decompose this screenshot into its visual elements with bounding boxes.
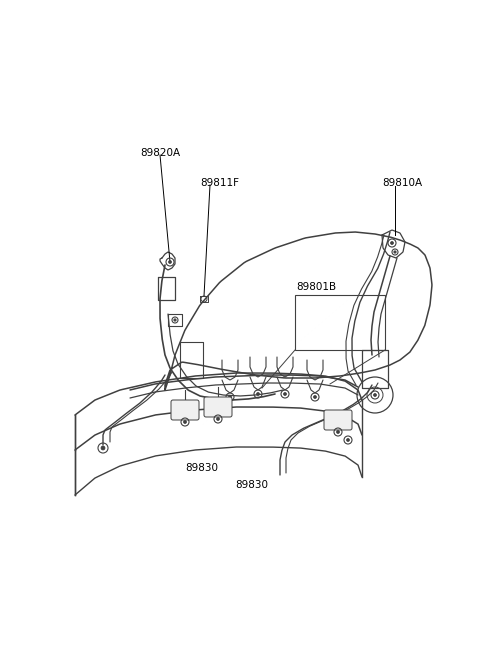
Circle shape: [183, 421, 187, 424]
Text: 89801B: 89801B: [296, 282, 336, 292]
FancyBboxPatch shape: [324, 410, 352, 430]
Circle shape: [228, 396, 231, 398]
FancyBboxPatch shape: [204, 397, 232, 417]
Text: 89830: 89830: [235, 480, 268, 490]
Circle shape: [168, 261, 171, 263]
Circle shape: [284, 392, 287, 396]
Circle shape: [174, 319, 176, 321]
Circle shape: [391, 242, 394, 244]
Text: 89810A: 89810A: [382, 178, 422, 188]
Text: 89811F: 89811F: [200, 178, 239, 188]
Circle shape: [313, 396, 316, 398]
Bar: [295, 295, 385, 350]
Circle shape: [373, 394, 376, 396]
FancyBboxPatch shape: [171, 400, 199, 420]
Circle shape: [101, 446, 105, 450]
Circle shape: [336, 430, 339, 434]
Circle shape: [256, 392, 260, 396]
Circle shape: [347, 438, 349, 441]
Circle shape: [394, 251, 396, 253]
Text: 89820A: 89820A: [140, 148, 180, 158]
Circle shape: [216, 417, 219, 421]
Text: 89830: 89830: [185, 463, 218, 473]
